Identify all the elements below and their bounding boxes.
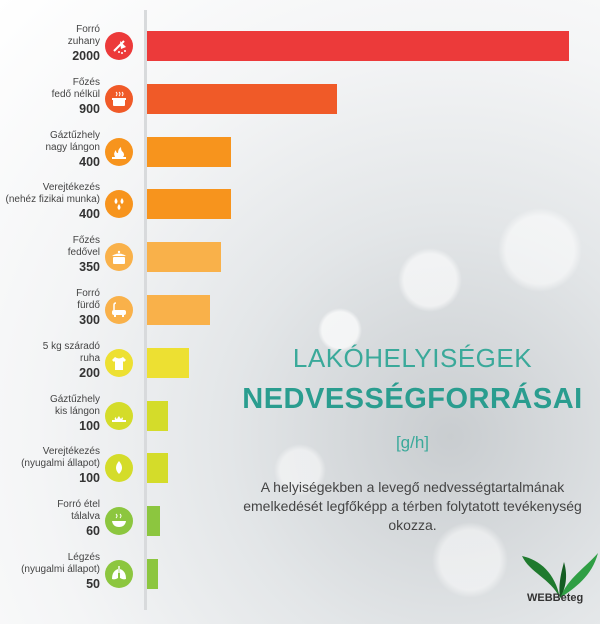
category-name-line: Főzés xyxy=(72,235,100,247)
value-label: 100 xyxy=(79,471,100,486)
category-label: Forró zuhany 2000 xyxy=(0,24,100,64)
category-name-line: (nyugalmi állapot) xyxy=(21,458,100,470)
drop-icon xyxy=(105,454,133,483)
category-name-line: 5 kg száradó xyxy=(42,340,100,352)
category-name-line: Gáztűzhely xyxy=(49,393,100,405)
value-label: 50 xyxy=(86,577,100,591)
bar xyxy=(147,400,169,431)
bar xyxy=(147,189,232,220)
category-name-line: (nehéz fizikai munka) xyxy=(5,194,100,206)
category-label: Gáztűzhely kis lángon 100 xyxy=(0,394,100,434)
category-name-line: (nyugalmi állapot) xyxy=(21,564,100,575)
category-name-line: tálalva xyxy=(71,511,100,523)
gas-flame-icon xyxy=(105,137,133,166)
logo-leaf-icon xyxy=(522,553,598,598)
category-name-line: Légzés xyxy=(67,552,100,563)
category-name-line: Verejtékezés xyxy=(42,446,100,458)
bar xyxy=(147,295,211,325)
category-name-line: Főzés xyxy=(72,76,100,88)
category-name-line: kis lángon xyxy=(54,405,100,417)
category-label: 5 kg száradó ruha 200 xyxy=(0,341,100,381)
value-label: 300 xyxy=(79,313,100,327)
bar xyxy=(147,83,337,114)
chart-title: LAKÓHELYISÉGEK xyxy=(292,343,533,373)
pot-lid-icon xyxy=(105,243,133,272)
value-label: 400 xyxy=(79,207,100,222)
category-label: Gáztűzhely nagy lángon 400 xyxy=(0,129,101,170)
tshirt-icon xyxy=(105,348,133,377)
category-name-line: zuhany xyxy=(67,36,100,47)
value-label: 350 xyxy=(79,260,100,275)
value-label: 200 xyxy=(79,365,100,380)
description-text: A helyiségekben a levegő nedvességtartal… xyxy=(243,479,582,533)
category-label: Forró étel tálalva 60 xyxy=(0,499,100,539)
value-label: 2000 xyxy=(72,49,100,63)
category-label: Főzés fedővel 350 xyxy=(0,235,100,275)
category-name-line: Forró xyxy=(76,24,100,35)
category-name-line: ruha xyxy=(79,352,100,364)
category-name-line: Forró étel xyxy=(57,499,100,511)
category-name-line: nagy lángon xyxy=(45,141,101,153)
bar xyxy=(147,453,169,484)
category-label: Főzés fedő nélkül 900 xyxy=(0,77,100,117)
category-name-line: fedő nélkül xyxy=(51,88,100,100)
value-label: 60 xyxy=(86,524,100,539)
category-label: Forró fürdő 300 xyxy=(0,288,100,328)
value-label: 100 xyxy=(79,418,100,433)
bar xyxy=(147,136,232,167)
bathtub-icon xyxy=(105,296,133,324)
value-label: 400 xyxy=(79,154,100,169)
y-axis-line xyxy=(144,10,147,610)
category-name-line: Forró xyxy=(76,288,100,299)
bowl-icon xyxy=(105,507,133,536)
category-name-line: Gáztűzhely xyxy=(49,129,100,141)
shower-icon xyxy=(105,32,133,60)
unit-label: [g/h] xyxy=(395,433,430,452)
bar xyxy=(147,347,190,378)
category-name-line: Verejtékezés xyxy=(42,182,100,194)
drops-icon xyxy=(105,190,133,219)
lungs-icon xyxy=(105,560,133,588)
category-label: Verejtékezés (nyugalmi állapot) 100 xyxy=(0,446,100,486)
category-label: Légzés (nyugalmi állapot) 50 xyxy=(0,552,100,592)
value-label: 900 xyxy=(79,101,100,116)
bar xyxy=(147,242,221,273)
small-flame-icon xyxy=(105,401,133,430)
chart-subtitle: NEDVESSÉGFORRÁSAI xyxy=(242,383,583,415)
category-name-line: fedővel xyxy=(67,247,100,259)
bar xyxy=(147,31,569,61)
bar xyxy=(147,506,160,537)
category-name-line: fürdő xyxy=(77,300,100,311)
bar xyxy=(147,559,158,589)
pot-steam-icon xyxy=(105,84,133,113)
logo-text: WEBBeteg xyxy=(527,592,584,604)
category-label: Verejtékezés (nehéz fizikai munka) 400 xyxy=(0,182,100,222)
